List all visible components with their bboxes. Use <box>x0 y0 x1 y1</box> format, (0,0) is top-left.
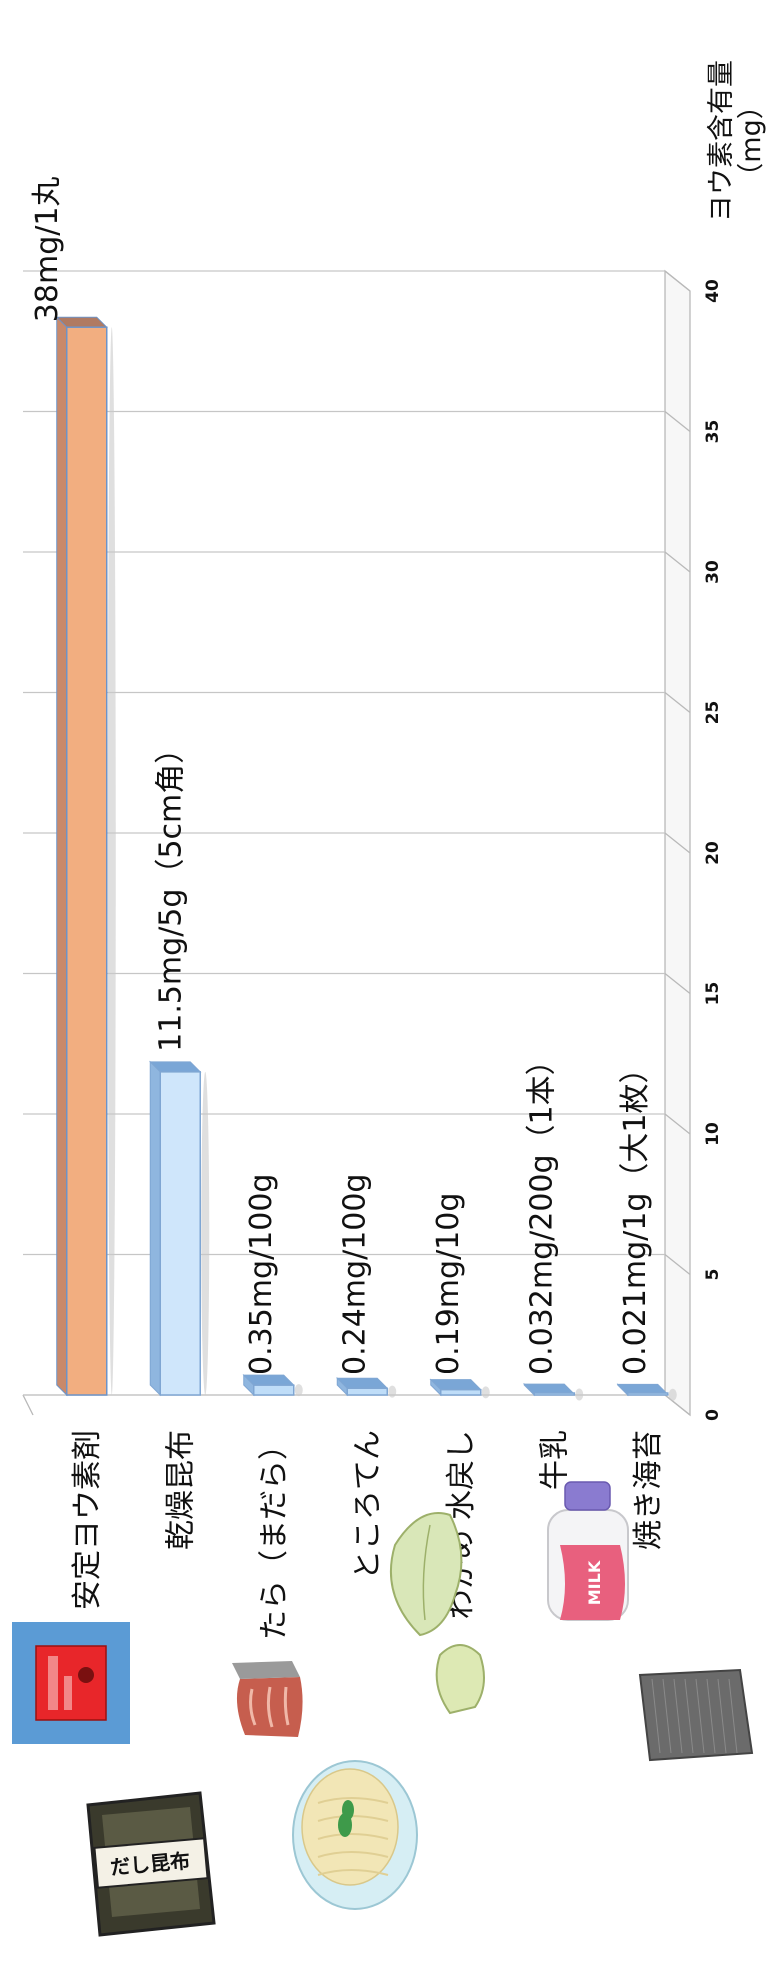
bar <box>149 1060 210 1397</box>
bar-front <box>253 1384 295 1396</box>
bar <box>429 1378 490 1399</box>
bar <box>242 1373 303 1397</box>
bar-side <box>56 315 68 1397</box>
wakame-icon <box>389 1512 485 1715</box>
data-label: 38mg/1丸 <box>30 177 65 323</box>
bar-front <box>440 1388 482 1396</box>
floor-gridline <box>664 270 691 292</box>
category-label: 焼き海苔 <box>631 1430 666 1550</box>
floor-gridline <box>664 691 691 714</box>
bar <box>616 1383 677 1401</box>
floor-gridline <box>664 972 691 995</box>
milk-bottle-icon: MILK <box>547 1481 629 1621</box>
bar-front <box>66 326 108 1396</box>
bar <box>523 1382 584 1401</box>
x-tick-label: 10 <box>703 1122 723 1146</box>
x-tick-label: 0 <box>703 1409 723 1421</box>
bar-front <box>533 1392 575 1396</box>
bar-front <box>159 1071 201 1396</box>
category-label: 安定ヨウ素剤 <box>70 1430 105 1610</box>
data-label: 0.19mg/10g <box>431 1193 466 1375</box>
data-label: 0.24mg/100g <box>337 1174 372 1375</box>
dried-kombu-package-icon: だし昆布 <box>86 1791 216 1937</box>
category-label: 牛乳 <box>537 1430 572 1490</box>
bar-front <box>627 1392 669 1396</box>
bar-shadow <box>575 1388 584 1401</box>
bars <box>55 315 677 1401</box>
bar-shadow <box>668 1388 677 1401</box>
data-label: 0.032mg/200g（1本） <box>524 1045 559 1375</box>
x-tick-label: 35 <box>703 420 723 444</box>
floor-gridline <box>664 551 691 573</box>
iodine-tablet-package-icon <box>12 1622 130 1744</box>
x-tick-label: 40 <box>703 279 723 303</box>
bar-shadow <box>201 1071 210 1395</box>
svg-text:MILK: MILK <box>585 1560 604 1605</box>
data-label: 0.021mg/1g（大1枚） <box>618 1054 653 1375</box>
x-tick-label: 25 <box>703 701 723 725</box>
cod-fillet-icon <box>232 1661 303 1737</box>
bar <box>55 315 116 1397</box>
data-label: 0.35mg/100g <box>244 1174 279 1375</box>
tokoroten-bowl-icon <box>292 1760 418 1910</box>
floor-gridline <box>664 1113 691 1135</box>
axis-title-line: ヨウ素含有量 <box>706 60 737 222</box>
floor-gridline <box>664 1394 691 1416</box>
floor-gridline <box>664 832 691 854</box>
bar <box>336 1377 397 1398</box>
bar-side <box>149 1060 161 1397</box>
bar-shadow <box>107 327 116 1395</box>
x-tick-label: 20 <box>703 841 723 865</box>
bar-front <box>346 1387 388 1396</box>
y-axis-label: ヨウ素含有量 （mg） <box>706 60 767 222</box>
axis-title-line: （mg） <box>736 92 767 189</box>
bar-shadow <box>481 1386 490 1399</box>
x-tick-label: 15 <box>703 982 723 1006</box>
bar-shadow <box>294 1384 303 1397</box>
bar-shadow <box>388 1385 397 1398</box>
category-labels: 安定ヨウ素剤 乾燥昆布 たら（まだら） ところてん わかめ 水戻し 牛乳 焼き海苔 <box>70 1430 666 1640</box>
floor-gridline <box>664 1253 691 1276</box>
data-labels: 38mg/1丸 11.5mg/5g（5cm角） 0.35mg/100g 0.24mg/… <box>30 177 653 1375</box>
category-label: 乾燥昆布 <box>163 1430 198 1550</box>
data-label: 11.5mg/5g（5cm角） <box>153 734 188 1052</box>
category-label: たら（まだら） <box>257 1430 292 1640</box>
nori-sheet-icon <box>638 1668 754 1762</box>
x-axis-ticks: 0 5 10 15 20 25 30 35 40 <box>703 279 723 1421</box>
x-tick-label: 5 <box>703 1269 723 1281</box>
category-label: ところてん <box>350 1430 385 1580</box>
food-images: だし昆布 MILK <box>12 1481 754 1937</box>
side-wall-edge <box>22 1394 34 1416</box>
floor-gridline <box>664 410 691 433</box>
x-tick-label: 30 <box>703 560 723 584</box>
